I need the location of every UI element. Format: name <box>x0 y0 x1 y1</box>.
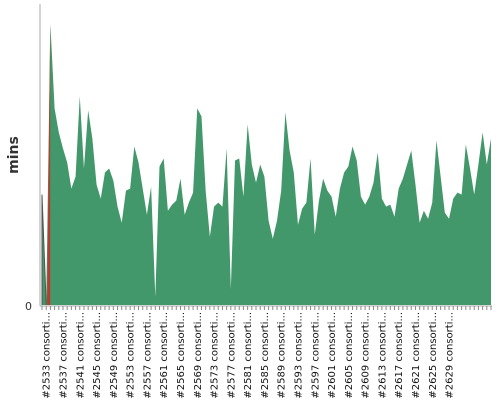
x-tick-label: #2537 consorti... <box>58 312 69 399</box>
x-tick-label: #2585 consorti... <box>260 312 271 399</box>
x-tick-label: #2573 consorti... <box>210 312 221 399</box>
x-tick-label: #2617 consorti... <box>394 312 405 399</box>
x-tick-label: #2541 consorti... <box>75 312 86 399</box>
x-tick-label: #2565 consorti... <box>176 312 187 399</box>
highlighted-series-point <box>47 24 51 305</box>
x-tick-label: #2577 consorti... <box>226 312 237 399</box>
x-tick-label: #2605 consorti... <box>344 312 355 399</box>
x-tick-label: #2589 consorti... <box>277 312 288 399</box>
x-tick-label: #2593 consorti... <box>293 312 304 399</box>
x-tick-label: #2625 consorti... <box>428 312 439 399</box>
x-tick-label: #2581 consorti... <box>243 312 254 399</box>
x-tick-label: #2621 consorti... <box>411 312 422 399</box>
area-series <box>42 24 491 305</box>
x-tick-label: #2561 consorti... <box>159 312 170 399</box>
y-tick-label: 0 <box>25 300 32 313</box>
x-tick-label: #2553 consorti... <box>126 312 137 399</box>
x-tick-label: #2549 consorti... <box>109 312 120 399</box>
x-tick-label: #2557 consorti... <box>142 312 153 399</box>
x-tick-label: #2545 consorti... <box>92 312 103 399</box>
x-tick-label: #2597 consorti... <box>310 312 321 399</box>
x-tick-label: #2629 consorti... <box>445 312 456 399</box>
x-tick-label: #2569 consorti... <box>193 312 204 399</box>
area-edge-line <box>41 194 47 306</box>
area-layer <box>41 24 491 306</box>
x-tick-label: #2613 consorti... <box>377 312 388 399</box>
x-tick-label: #2609 consorti... <box>361 312 372 399</box>
y-axis-label: mins <box>6 136 22 174</box>
x-tick-label: #2601 consorti... <box>327 312 338 399</box>
x-tick-layer: #2533 consorti... #2537 consorti... #2541 … <box>41 306 492 399</box>
x-tick-label: #2533 consorti... <box>42 312 53 399</box>
